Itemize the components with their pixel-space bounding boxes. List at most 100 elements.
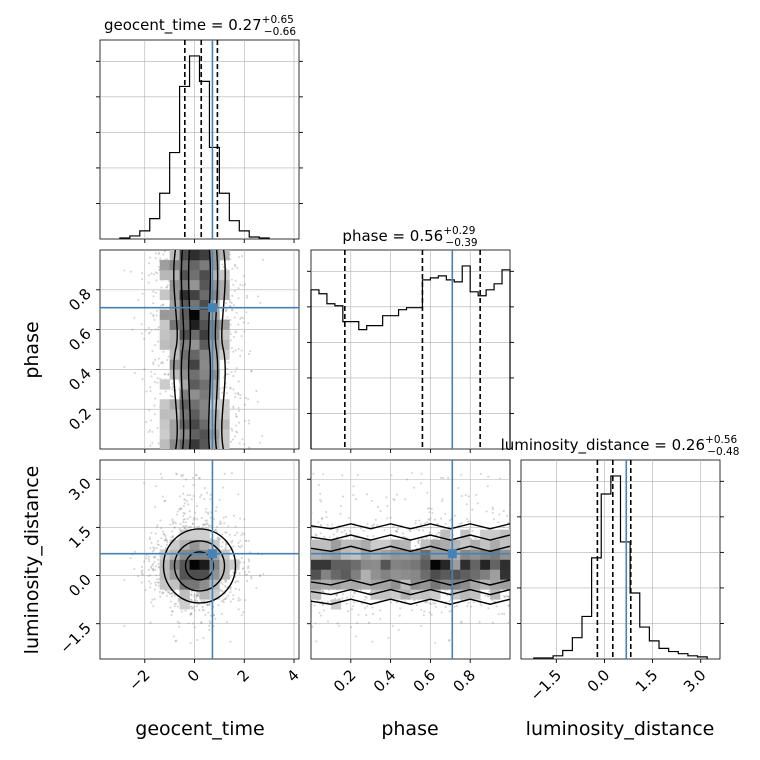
sample-point <box>153 404 156 407</box>
density-cell <box>219 319 230 330</box>
sample-point <box>140 570 143 573</box>
sample-point <box>198 477 201 480</box>
sample-point <box>250 369 253 373</box>
density-cell <box>209 269 220 281</box>
sample-point <box>262 258 265 261</box>
sample-point <box>238 572 241 575</box>
density-cell <box>199 419 210 430</box>
sample-point <box>234 525 237 528</box>
density-cell <box>209 359 220 370</box>
sample-point <box>230 427 233 430</box>
sample-point <box>240 335 243 338</box>
sample-point <box>242 611 245 614</box>
sample-point <box>163 533 166 536</box>
sample-point <box>249 551 252 554</box>
sample-point <box>193 599 197 602</box>
sample-point <box>158 251 161 254</box>
sample-point <box>245 539 248 542</box>
sample-point <box>167 355 170 358</box>
sample-point <box>229 387 232 390</box>
sample-point <box>150 375 153 378</box>
panel-hist-geocent-time <box>99 39 300 240</box>
sample-point <box>190 598 193 601</box>
density-cell <box>199 399 210 410</box>
sample-point <box>192 484 195 487</box>
density-cell <box>179 359 190 370</box>
sample-point <box>189 642 192 645</box>
sample-point <box>235 415 238 418</box>
sample-point <box>162 303 165 306</box>
density-cell <box>179 349 190 360</box>
sample-point <box>178 508 181 511</box>
sample-point <box>231 438 234 441</box>
sample-point <box>234 392 237 395</box>
sample-point <box>235 430 238 433</box>
sample-point <box>165 286 168 289</box>
sample-point <box>204 613 207 616</box>
density-cell <box>169 279 180 291</box>
density-cell <box>219 269 230 281</box>
sample-point <box>239 283 242 287</box>
sample-point <box>224 597 227 600</box>
sample-point <box>235 311 238 314</box>
sample-point <box>183 502 186 505</box>
sample-point <box>206 603 209 607</box>
sample-point <box>164 534 167 537</box>
sample-point <box>150 531 153 535</box>
sample-point <box>237 580 240 583</box>
sample-point <box>227 525 230 528</box>
sample-point <box>140 323 143 326</box>
sample-point <box>208 602 211 605</box>
contour-line <box>187 250 212 449</box>
sample-point <box>174 640 177 643</box>
density-cell <box>159 429 170 440</box>
sample-point <box>229 318 232 322</box>
density-cell <box>159 399 170 410</box>
sample-point <box>159 595 162 598</box>
density-cell <box>189 409 200 420</box>
sample-point <box>160 537 163 540</box>
density-cell <box>209 439 220 449</box>
sample-point <box>183 512 187 515</box>
sample-point <box>182 514 185 517</box>
density-cell <box>219 409 230 420</box>
panel-hist-luminosity-distance <box>520 459 721 660</box>
density-cell <box>209 289 220 301</box>
sample-point <box>184 478 187 481</box>
density-cell <box>189 259 200 271</box>
sample-point <box>187 622 190 625</box>
density-cell <box>179 289 190 301</box>
density-cell <box>179 409 190 420</box>
sample-point <box>145 554 148 557</box>
sample-point <box>147 430 150 434</box>
sample-point <box>233 316 236 319</box>
sample-point <box>229 600 232 603</box>
density-cell <box>209 379 220 390</box>
sample-point <box>173 602 176 606</box>
sample-point <box>140 565 144 569</box>
sample-point <box>154 565 157 568</box>
sample-point <box>156 340 160 343</box>
sample-point <box>174 522 177 525</box>
sample-point <box>234 413 237 416</box>
sample-point <box>230 371 233 374</box>
sample-point <box>208 628 211 632</box>
sample-point <box>224 515 228 518</box>
sample-point <box>237 406 240 410</box>
sample-point <box>169 606 172 609</box>
sample-point <box>242 321 245 324</box>
density-cell <box>169 339 180 350</box>
sample-point <box>155 485 158 488</box>
sample-point <box>258 441 261 444</box>
sample-point <box>238 421 241 424</box>
sample-point <box>182 521 185 524</box>
sample-point <box>225 620 228 624</box>
sample-point <box>164 539 167 542</box>
sample-point <box>242 561 246 564</box>
sample-point <box>168 591 171 594</box>
sample-point <box>240 255 244 258</box>
sample-point <box>149 256 152 259</box>
sample-point <box>157 442 160 445</box>
sample-point <box>232 335 235 338</box>
sample-point <box>162 350 165 353</box>
